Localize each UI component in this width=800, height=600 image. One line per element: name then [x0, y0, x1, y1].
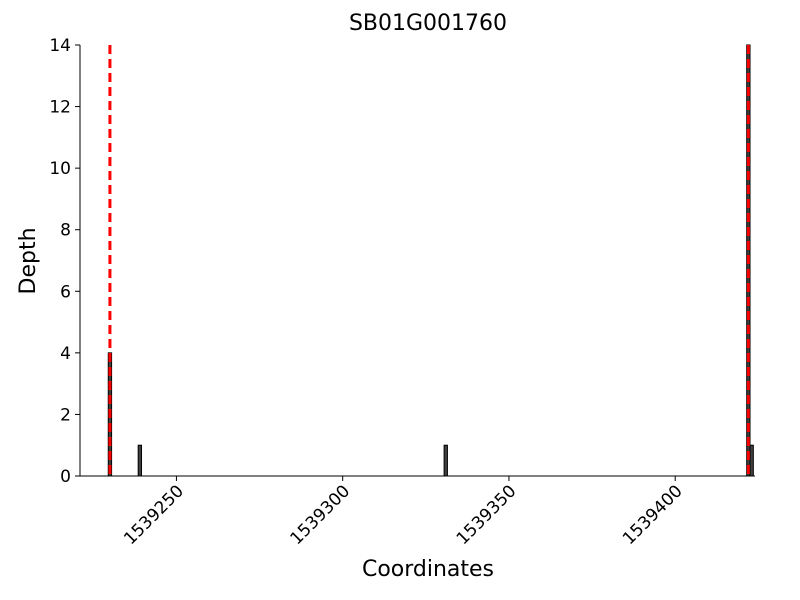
bar: [749, 444, 754, 477]
chart-title: SB01G001760: [349, 11, 507, 36]
y-tick-label: 4: [60, 344, 71, 364]
y-tick-label: 0: [60, 467, 71, 487]
bar: [137, 444, 143, 477]
y-tick-label: 2: [60, 405, 71, 425]
y-tick-label: 10: [49, 159, 71, 179]
bar: [443, 444, 448, 477]
y-tick-label: 8: [60, 221, 71, 241]
x-tick-label: 1539300: [287, 481, 355, 549]
y-axis-label: Depth: [16, 227, 41, 294]
x-tick-label: 1539250: [120, 481, 188, 549]
y-tick-label: 6: [60, 282, 71, 302]
x-axis-label: Coordinates: [362, 557, 494, 582]
x-tick-label: 1539400: [619, 481, 687, 549]
y-tick-label: 14: [49, 36, 71, 56]
x-tick-label: 1539350: [453, 481, 521, 549]
y-tick-label: 12: [49, 98, 71, 118]
